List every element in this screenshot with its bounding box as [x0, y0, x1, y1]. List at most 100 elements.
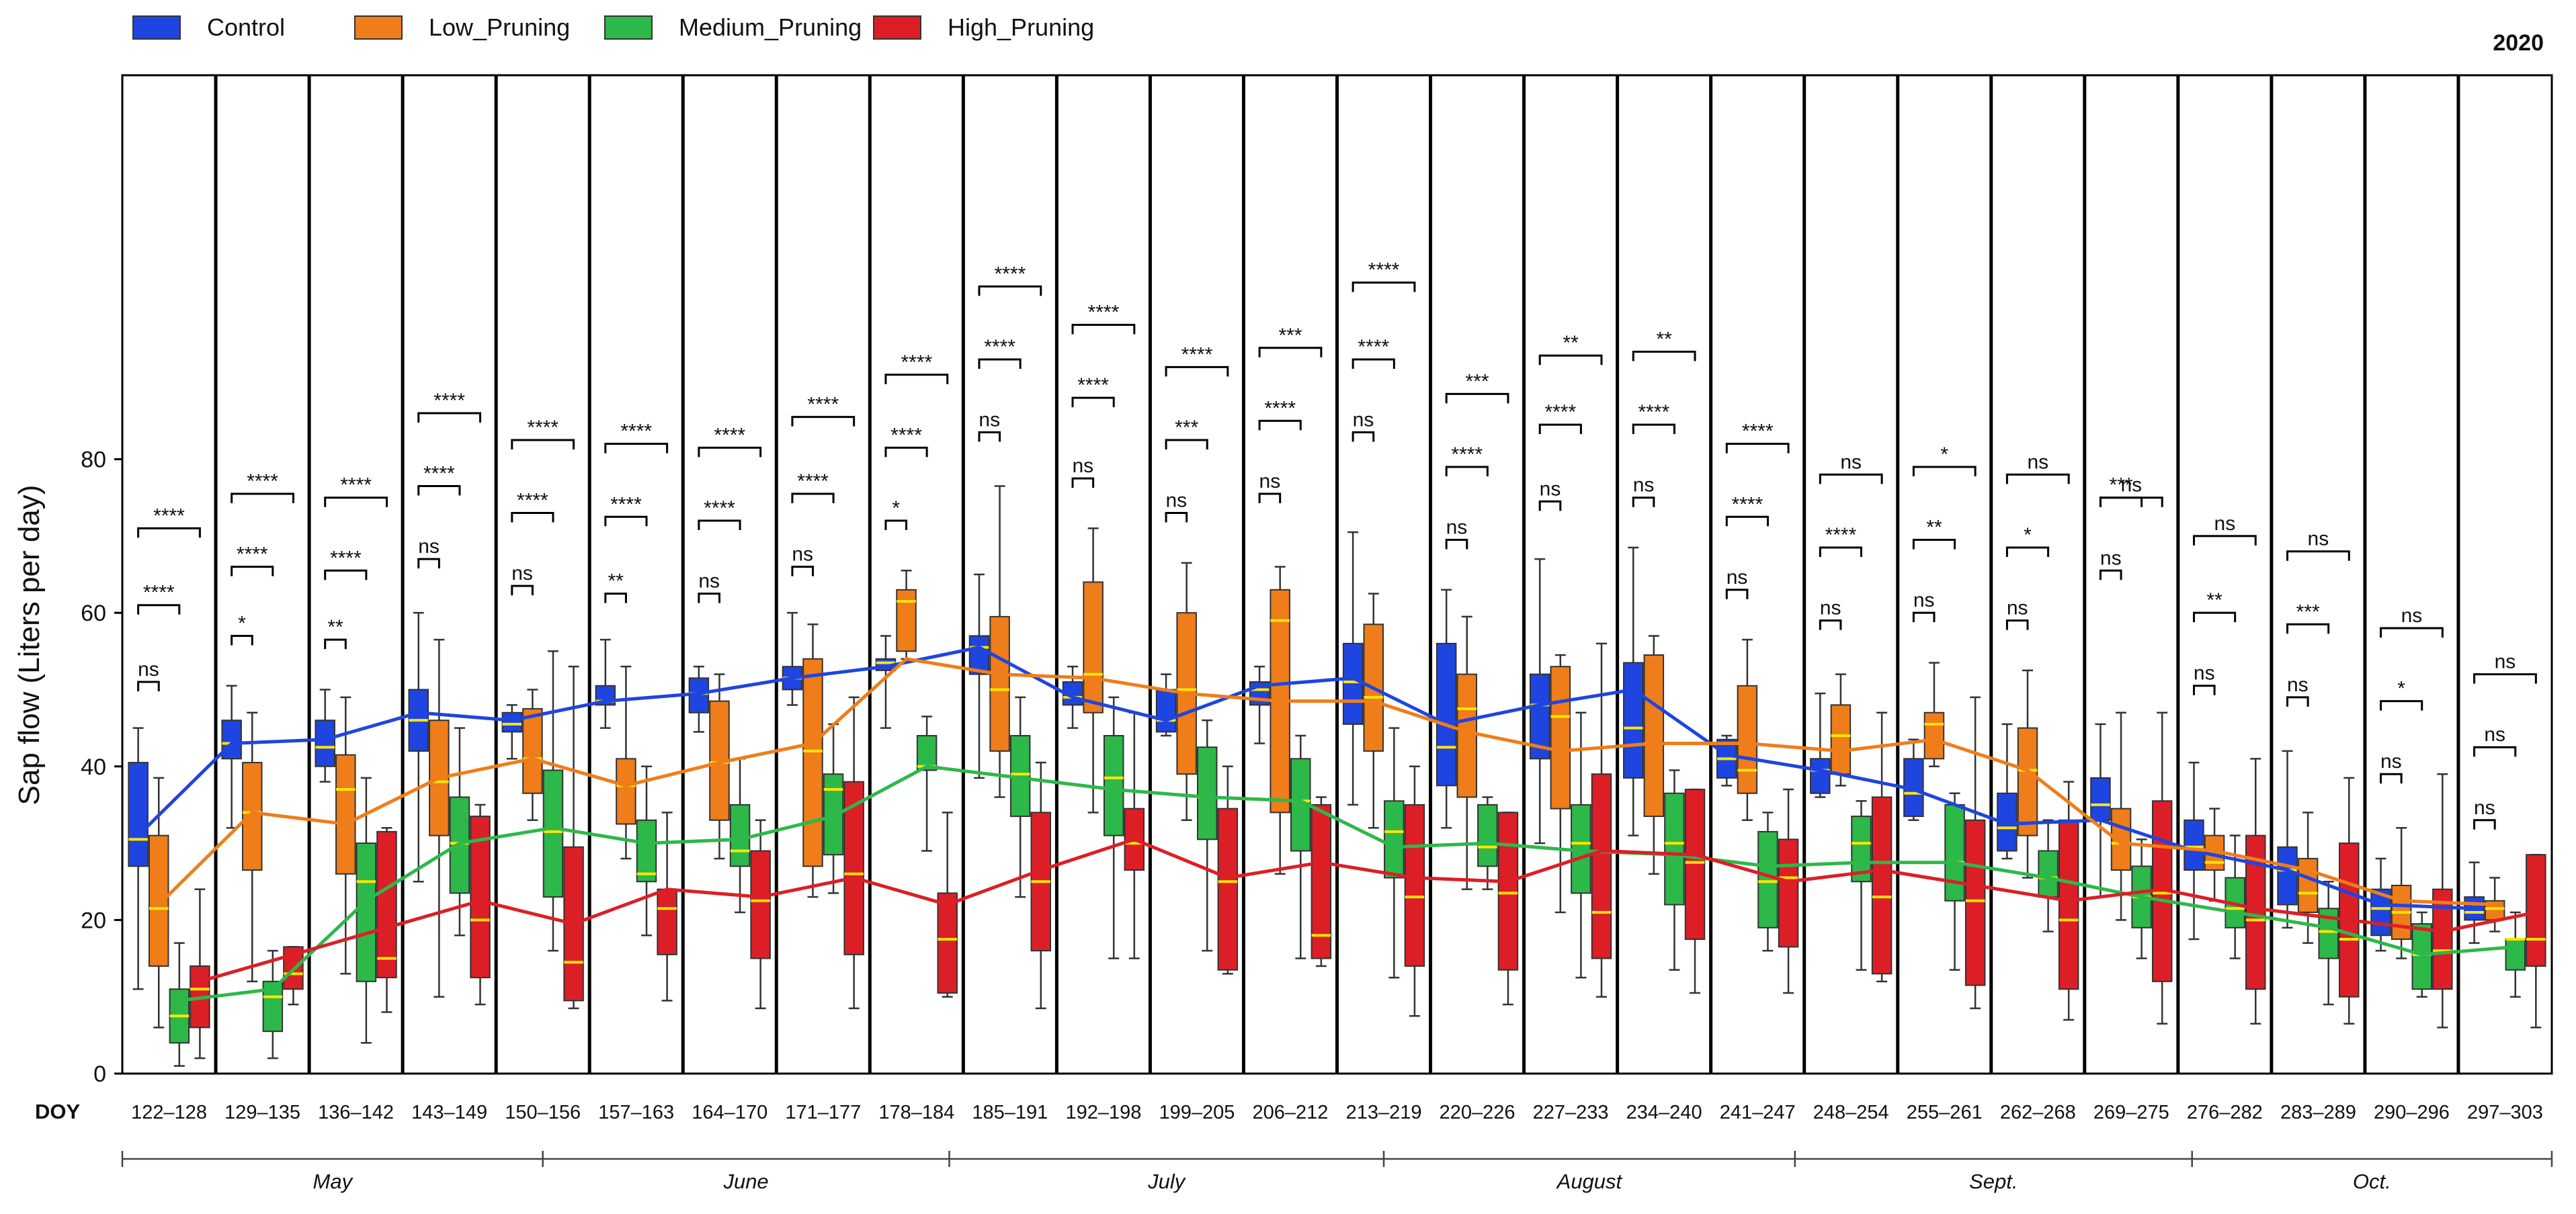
box-medium-pruning [1103, 696, 1124, 959]
significance-label: **** [1638, 401, 1669, 423]
bracket-line [1258, 492, 1282, 503]
bracket-line [604, 443, 669, 453]
box-medium-pruning [169, 942, 190, 1067]
month-label: Sept. [1969, 1170, 2018, 1193]
significance-label: **** [1825, 524, 1857, 546]
box-high-pruning [2151, 711, 2173, 1025]
box-iqr [1664, 792, 1685, 906]
box-iqr [1923, 711, 1945, 760]
box-medium-pruning [542, 650, 564, 952]
bracket-line [1352, 358, 1395, 369]
significance-bracket: ns [2192, 513, 2257, 546]
legend-label: Medium_Pruning [679, 13, 862, 41]
significance-bracket: *** [1445, 370, 1509, 404]
significance-label: ns [1259, 470, 1281, 492]
significance-bracket: ns [2005, 451, 2070, 484]
box-low-pruning [1550, 654, 1571, 914]
bracket-line [791, 416, 856, 427]
box-medium-pruning [823, 723, 844, 894]
month-label: July [1147, 1170, 1187, 1193]
box-iqr [1964, 819, 1986, 986]
legend-label: High_Pruning [948, 13, 1094, 41]
box-iqr [2277, 846, 2298, 906]
significance-bracket: ns [698, 570, 720, 603]
significance-label: *** [1278, 324, 1302, 347]
significance-bracket: ns [1071, 455, 1095, 488]
significance-bracket: ns [2380, 605, 2444, 638]
box-iqr [802, 658, 823, 867]
significance-label: ** [327, 616, 343, 638]
legend-label: Low_Pruning [429, 13, 570, 41]
box-high-pruning [2526, 853, 2546, 1029]
box-iqr [1737, 685, 1758, 794]
box-iqr [616, 758, 636, 825]
significance-bracket: * [1912, 443, 1977, 476]
month-axis: May June July August Sept. Oct. [121, 1151, 2553, 1193]
significance-bracket: **** [791, 470, 835, 503]
bracket-line [604, 593, 627, 603]
significance-bracket: ns [2192, 662, 2216, 695]
box-control [1716, 734, 1737, 787]
significance-label: ns [1540, 478, 1561, 500]
box-high-pruning [937, 812, 958, 998]
box-iqr [968, 635, 990, 675]
x-tick-label: 143–149 [411, 1102, 487, 1123]
x-tick-label: 122–128 [131, 1102, 207, 1123]
box-high-pruning [1684, 788, 1706, 994]
box-low-pruning [802, 623, 823, 898]
bracket-line [1912, 539, 1956, 550]
significance-bracket: ns [1258, 470, 1282, 503]
bracket-line [2099, 496, 2163, 507]
significance-label: ** [1926, 517, 1942, 539]
bracket-line [1819, 619, 1842, 630]
significance-label: **** [1732, 493, 1763, 515]
x-tick-label: 192–198 [1065, 1102, 1141, 1123]
bracket-line [1165, 439, 1208, 449]
box-high-pruning [1591, 642, 1612, 998]
significance-bracket: ns [978, 409, 1001, 442]
bracket-line [1538, 354, 1603, 365]
bracket-line [2380, 627, 2444, 638]
box-iqr [1217, 808, 1239, 971]
significance-label: *** [2296, 601, 2320, 623]
significance-bracket: **** [511, 490, 554, 523]
box-iqr [916, 735, 938, 771]
bracket-line [1445, 539, 1468, 550]
significance-bracket: **** [978, 336, 1022, 369]
month-label: May [313, 1170, 354, 1193]
box-iqr [1643, 654, 1665, 818]
box-iqr [1477, 804, 1498, 867]
box-high-pruning [1871, 711, 1893, 983]
significance-bracket: **** [1445, 443, 1489, 476]
significance-label: **** [1451, 443, 1483, 466]
x-tick-label: 255–261 [1907, 1102, 1983, 1123]
legend-item-low-pruning: Low_Pruning [354, 13, 570, 41]
box-medium-pruning [1290, 734, 1311, 959]
box-control [1249, 665, 1270, 744]
box-high-pruning [1124, 711, 1145, 959]
box-medium-pruning [2411, 911, 2432, 998]
box-low-pruning [1083, 527, 1104, 814]
significance-label: ns [2194, 662, 2215, 685]
bracket-line [1632, 351, 1696, 361]
legend-swatch [132, 15, 181, 40]
box-high-pruning [750, 819, 771, 1010]
bracket-line [2473, 819, 2496, 830]
x-tick-label: 185–191 [972, 1102, 1048, 1123]
box-iqr [2411, 923, 2432, 990]
box-iqr [1311, 804, 1332, 959]
significance-bracket: ns [511, 562, 534, 596]
bracket-line [2099, 496, 2143, 507]
box-medium-pruning [1944, 792, 1965, 971]
significance-label: **** [1181, 343, 1213, 365]
box-iqr [2184, 819, 2204, 871]
box-medium-pruning [1571, 711, 1591, 979]
box-low-pruning [709, 673, 730, 860]
bracket-line [791, 566, 814, 576]
box-iqr [335, 754, 356, 875]
y-axis-label: Sap flow (Liters per day) [13, 485, 46, 806]
box-medium-pruning [1477, 796, 1498, 890]
box-low-pruning [989, 485, 1010, 798]
bracket-line [1258, 347, 1323, 357]
